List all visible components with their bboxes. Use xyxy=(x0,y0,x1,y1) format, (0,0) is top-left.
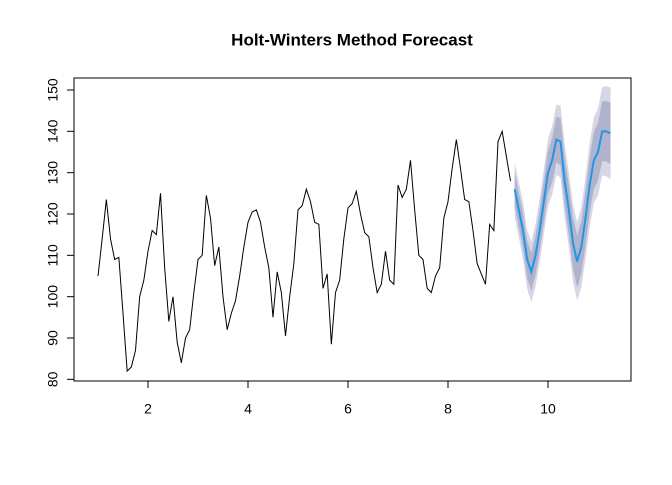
series-line xyxy=(513,130,611,276)
x-tick-label: 6 xyxy=(344,401,352,417)
y-tick-label: 130 xyxy=(45,161,61,185)
y-tick-label: 100 xyxy=(45,285,61,309)
y-tick-label: 110 xyxy=(45,244,61,267)
chart-title: Holt-Winters Method Forecast xyxy=(231,30,473,49)
x-tick-label: 2 xyxy=(144,401,152,417)
y-tick-label: 150 xyxy=(45,78,61,102)
y-tick-label: 140 xyxy=(45,119,61,143)
series-line xyxy=(97,129,511,373)
x-tick-label: 4 xyxy=(244,401,252,417)
x-tick-label: 10 xyxy=(540,401,556,417)
y-tick-label: 80 xyxy=(45,371,61,387)
y-tick-label: 90 xyxy=(45,330,61,346)
interval-band xyxy=(514,101,611,291)
y-tick-label: 120 xyxy=(45,202,61,226)
x-tick-label: 8 xyxy=(444,401,452,417)
